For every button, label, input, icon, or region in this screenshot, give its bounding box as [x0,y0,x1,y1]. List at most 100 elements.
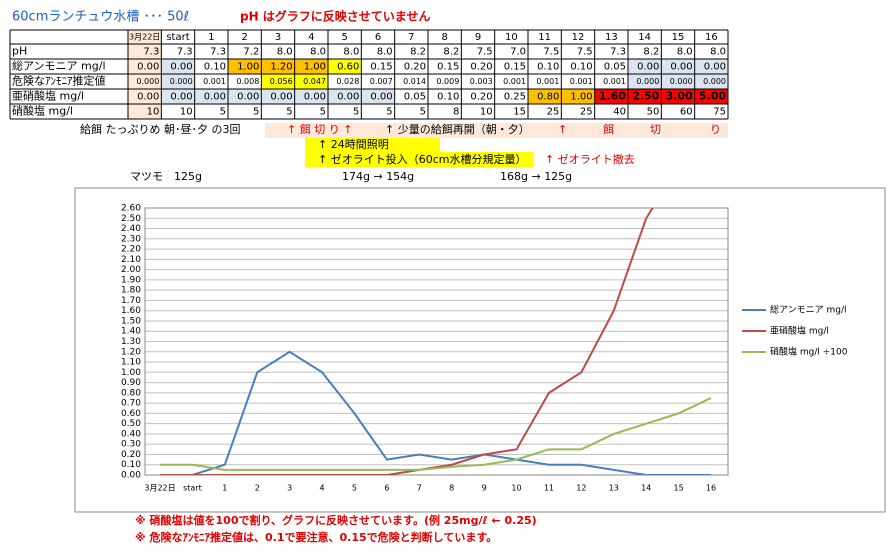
cell-fill [261,74,295,89]
column-header: 16 [705,32,718,43]
cell-fill [594,89,628,104]
column-header: start [166,32,189,43]
y-tick-label: 2.00 [121,265,141,275]
y-tick-label: 1.90 [121,275,141,285]
y-tick-label: 0.00 [121,471,141,481]
y-tick-label: 0.10 [121,460,141,470]
cell: 5.00 [699,90,726,103]
y-tick-label: 0.90 [121,378,141,388]
y-tick-label: 1.00 [121,368,141,378]
x-tick-label: 11 [544,484,554,493]
cell: 0.00 [170,62,192,73]
cell: 0.007 [370,77,393,86]
cell: 0.00 [170,92,192,103]
x-tick-label: 1 [222,484,227,493]
column-header: 10 [505,32,518,43]
cell-fill [194,89,228,104]
y-tick-label: 0.20 [121,450,141,460]
column-header: 6 [375,32,381,43]
cell: 7.2 [243,47,259,58]
y-tick-label: 2.60 [121,204,141,214]
cell: 8.0 [310,47,326,58]
cell: 7.5 [543,47,559,58]
cell-fill [294,59,328,74]
row-label: 危険なｱﾝﾓﾆｱ推定値 [12,74,106,88]
cell: 8.2 [643,47,659,58]
footnote: ※ 硝酸塩は値を100で割り、グラフに反映させています。(例 25mg/ℓ ← … [135,513,537,527]
cell: 1.00 [237,62,259,73]
x-tick-label: 9 [482,484,487,493]
cell: 0.10 [570,62,592,73]
cell: 50 [647,107,660,118]
cell: 0.001 [570,77,593,86]
cell: 0.00 [237,92,259,103]
cell: 7.3 [143,47,159,58]
note: ↑ 24時間照明 [318,138,389,151]
note: ↑ 餌 切 り ↑ [287,122,352,136]
cell: 0.00 [304,92,326,103]
column-header: 4 [308,32,314,43]
y-tick-label: 2.50 [121,214,141,224]
cell-fill [294,74,328,89]
x-tick-label: start [183,484,202,493]
title: 60cmランチュウ水槽 ･･･ 50ℓ [12,10,189,25]
y-tick-label: 1.40 [121,327,141,337]
cell: 75 [713,107,726,118]
x-tick-label: 5 [352,484,357,493]
cell: 10 [147,107,160,118]
cell: 5 [320,107,326,118]
cell: 0.20 [404,62,426,73]
cell: 0.60 [337,62,359,73]
cell: 0.20 [470,92,492,103]
legend-label: 硝酸塩 mg/l ÷100 [770,346,848,358]
series-line [160,350,711,475]
cell: 0.00 [137,92,159,103]
cell: 0.014 [403,77,426,86]
cell: 0.000 [636,77,659,86]
cell: 0.00 [137,62,159,73]
column-header: 8 [441,32,447,43]
cell: 0.20 [470,62,492,73]
cell: 1.00 [304,62,326,73]
cell: 0.10 [204,62,226,73]
x-tick-label: 12 [576,484,586,493]
y-tick-label: 2.10 [121,255,141,265]
y-tick-label: 1.60 [121,306,141,316]
cell-fill [661,74,695,89]
y-tick-label: 2.40 [121,224,141,234]
footnote: ※ 危険なｱﾝﾓﾆｱ推定値は、0.1で要注意、0.15で危険と判断しています。 [135,530,497,544]
cell: 0.05 [604,62,626,73]
cell-fill [328,89,362,104]
x-tick-label: 3 [287,484,292,493]
x-tick-label: 15 [673,484,683,493]
cell-fill [228,89,262,104]
cell: 0.000 [136,77,159,86]
cell: 0.10 [437,92,459,103]
header-cell [128,30,162,44]
y-tick-label: 1.70 [121,296,141,306]
cell: 8.0 [677,47,693,58]
cell-fill [161,74,195,89]
cell: 0.00 [704,62,726,73]
cell-fill [161,59,195,74]
y-tick-label: 0.40 [121,429,141,439]
column-header: 5 [341,32,347,43]
cell-fill [661,59,695,74]
note-band [305,152,533,167]
cell: 0.047 [303,77,326,86]
legend-label: 亜硝酸塩 mg/l [770,325,829,337]
note: 給餌 たっぷりめ 朝･昼･夕 の3回 [80,122,241,136]
y-tick-label: 0.30 [121,440,141,450]
cell: 25 [547,107,560,118]
cell: 7.3 [177,47,193,58]
cell-fill [128,44,162,59]
cell-fill [261,89,295,104]
cell: 0.00 [337,92,359,103]
plot-frame [144,207,729,476]
y-tick-label: 1.80 [121,286,141,296]
cell-fill [128,74,162,89]
cell: 15 [513,107,526,118]
cell: 0.15 [370,62,392,73]
y-tick-label: 1.20 [121,347,141,357]
cell: 0.000 [670,77,693,86]
